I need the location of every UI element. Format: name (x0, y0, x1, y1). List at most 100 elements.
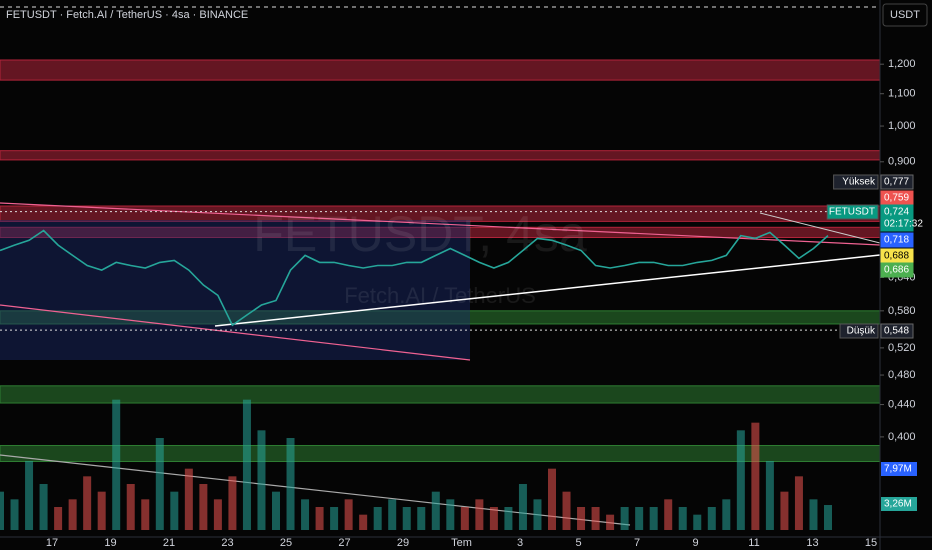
volume-bar (824, 505, 832, 530)
volume-bar (751, 422, 760, 530)
volume-label: 7,97M (884, 464, 912, 475)
x-tick-label: 19 (104, 537, 116, 549)
volume-bar (242, 399, 251, 530)
volume-bar (475, 499, 484, 530)
price-label: 0,777 (884, 177, 909, 188)
volume-bar (664, 499, 673, 530)
price-label-name: FETUSDT (829, 207, 875, 218)
x-tick-label: 21 (163, 537, 175, 549)
volume-bar (10, 499, 19, 530)
volume-bar (736, 430, 745, 530)
volume-label-box (881, 497, 917, 511)
volume-bar (388, 499, 397, 530)
price-label: 0,688 (884, 251, 909, 262)
y-tick-label: 1,200 (888, 58, 916, 70)
volume-bar (39, 484, 48, 530)
volume-bar (591, 507, 600, 530)
price-label: 0,548 (884, 326, 909, 337)
price-label-name: Düşük (847, 326, 876, 337)
volume-bar (489, 507, 498, 530)
volume-bar (678, 507, 687, 530)
y-tick-label: 0,520 (888, 342, 916, 354)
volume-bar (402, 507, 411, 530)
watermark-title: FETUSDT, 4sa (253, 206, 587, 262)
trendline-lower (0, 304, 471, 361)
volume-bar (272, 491, 280, 530)
price-line (0, 229, 829, 327)
price-label: 0,759 (884, 193, 909, 204)
volume-bar (155, 438, 164, 530)
watermark-subtitle: Fetch.AI / TetherUS (344, 283, 536, 308)
volume-bar (649, 507, 658, 530)
price-label: 0,718 (884, 235, 909, 246)
price-label-name-box (826, 204, 879, 220)
volume-bar (0, 491, 4, 530)
volume-bar (765, 461, 774, 530)
price-label-box (880, 262, 914, 278)
volume-bar (809, 499, 818, 530)
volume-bar (707, 507, 716, 530)
volume-bar (417, 507, 426, 530)
volume-bar (170, 491, 179, 530)
volume-bar (184, 468, 193, 530)
zone (0, 385, 881, 404)
x-tick-label: Tem (451, 537, 472, 549)
volume-bar (533, 499, 542, 530)
price-label-name-box (839, 323, 879, 339)
price-label: 0,724 (884, 207, 909, 218)
y-tick-label: 0,440 (888, 398, 916, 410)
price-label-name-box (833, 174, 879, 190)
price-label-name: Yüksek (842, 177, 876, 188)
y-tick-label: 0,400 (888, 431, 916, 443)
volume-bar (373, 507, 382, 530)
volume-bar (359, 514, 368, 530)
price-label-box (880, 204, 914, 232)
price-label: 0,686 (884, 265, 909, 276)
volume-bar (83, 476, 92, 530)
volume-bar (460, 507, 469, 530)
volume-bar (780, 491, 789, 530)
currency-button[interactable] (882, 3, 928, 27)
volume-bar (54, 507, 63, 530)
x-tick-label: 29 (397, 537, 409, 549)
volume-bar (446, 499, 455, 530)
volume-bar (344, 499, 353, 530)
x-tick-label: 5 (575, 537, 581, 549)
volume-bar (620, 507, 629, 530)
volume-bar (97, 491, 106, 530)
volume-bar (199, 484, 208, 530)
y-tick-label: 0,580 (888, 305, 916, 317)
trendline-upper (0, 202, 881, 246)
y-tick-label: 0,900 (888, 156, 916, 168)
price-label-box (880, 174, 914, 190)
x-tick-label: 23 (221, 537, 233, 549)
volume-bar (228, 476, 237, 530)
volume-bar (722, 499, 731, 530)
trendline-support (214, 254, 881, 327)
volume-bar (693, 514, 702, 530)
x-tick-label: 17 (46, 537, 58, 549)
currency[interactable]: USDT (890, 9, 920, 21)
volume-bar (112, 399, 121, 530)
y-tick-label: 1,000 (888, 120, 916, 132)
volume-bar (794, 476, 803, 530)
x-tick-label: 3 (517, 537, 523, 549)
volume-bar (301, 499, 310, 530)
trendline-short (759, 212, 881, 244)
x-tick-label: 15 (865, 537, 877, 549)
y-tick-label: 1,100 (888, 88, 916, 100)
symbol-header: FETUSDT · Fetch.AI / TetherUS · 4sa · BI… (6, 9, 248, 21)
volume-bar (126, 484, 135, 530)
x-tick-label: 11 (748, 537, 759, 549)
y-tick-label: 0,480 (888, 369, 916, 381)
volume-bar (141, 499, 150, 530)
volume-bar (25, 461, 34, 530)
volume-bar (562, 491, 571, 530)
volume-bar (548, 468, 556, 530)
x-tick-label: 9 (692, 537, 698, 549)
volume-bar (431, 491, 440, 530)
countdown: 02:17:32 (884, 219, 923, 230)
x-tick-label: 27 (338, 537, 350, 549)
x-tick-label: 7 (634, 537, 640, 549)
